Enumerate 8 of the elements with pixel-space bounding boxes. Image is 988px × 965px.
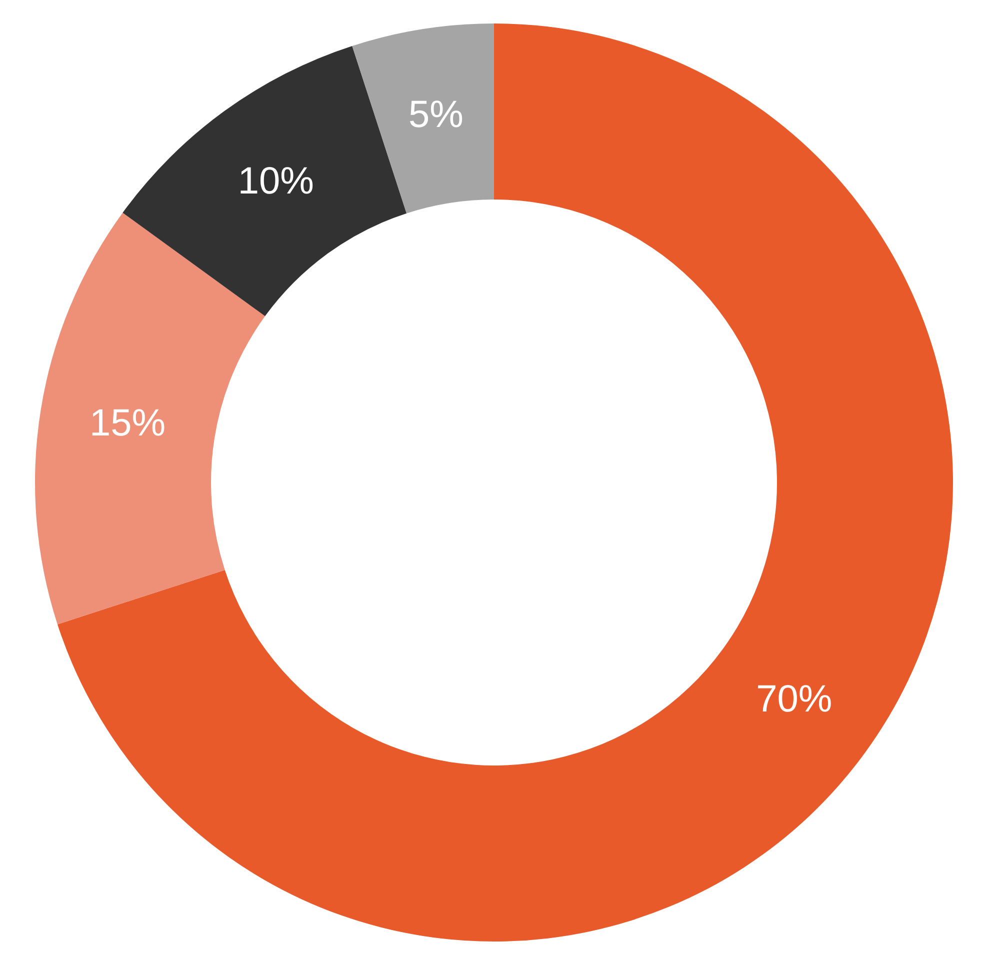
- donut-slice: [352, 24, 494, 214]
- donut-slice: [35, 212, 266, 624]
- data-label: 15%: [90, 402, 166, 444]
- data-label: 5%: [408, 94, 464, 136]
- donut-slice: [57, 24, 953, 942]
- data-label: 10%: [238, 160, 314, 202]
- data-label: 70%: [756, 678, 832, 721]
- donut-slice: [122, 46, 407, 316]
